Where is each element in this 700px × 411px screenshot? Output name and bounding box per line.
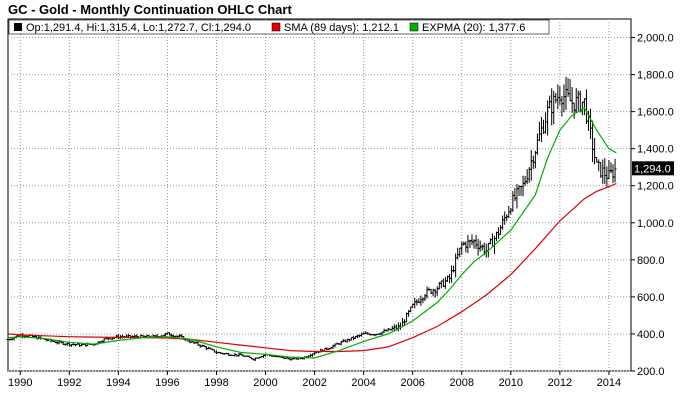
y-tick-label: 2,000.0 [637,33,674,45]
indicator-lines [7,107,617,359]
x-tick-label: 2008 [450,377,474,389]
y-tick-label: 1,200.0 [637,181,674,193]
last-price-tag: 1,294.0 [632,161,674,176]
y-tick-label: 1,600.0 [637,107,674,119]
y-axis: 200.0 400.0 600.0 800.0 1,000.0 1,200.0 1,400.… [631,33,674,378]
expma-line [7,107,617,359]
y-tick-label: 800.0 [637,255,665,267]
x-tick-label: 2000 [253,377,277,389]
x-tick-label: 2012 [548,377,572,389]
x-tick-label: 1990 [8,377,32,389]
y-tick-label: 1,800.0 [637,70,674,82]
grid-lines [8,19,631,372]
x-tick-label: 2002 [302,377,326,389]
y-tick-label: 200.0 [637,366,665,378]
legend-swatch-expma [409,22,419,32]
y-tick-label: 400.0 [637,329,665,341]
x-axis: 1990 1992 1994 1996 1998 2000 2002 2004 2006 2008… [8,371,621,389]
plot-area [7,18,632,372]
x-tick-label: 1998 [204,377,228,389]
x-tick-label: 2010 [499,377,523,389]
legend-sma-label: SMA (89 days): 1,212.1 [284,22,399,34]
legend-swatch-sma [271,22,281,32]
x-tick-label: 2004 [351,377,375,389]
y-tick-label: 1,000.0 [637,218,674,230]
x-tick-label: 2014 [597,377,621,389]
x-tick-label: 1996 [155,377,179,389]
legend-expma-label: EXPMA (20): 1,377.6 [422,22,525,34]
y-tick-label: 1,400.0 [637,144,674,156]
x-tick-label: 2006 [400,377,424,389]
legend-swatch-ohlc [14,23,22,31]
chart-title: GC - Gold - Monthly Continuation OHLC Ch… [8,2,292,17]
legend-ohlc-label: Op:1,291.4, Hi:1,315.4, Lo:1,272.7, Cl:1… [26,22,251,34]
x-tick-label: 1994 [106,377,130,389]
last-price-label: 1,294.0 [634,163,671,175]
y-tick-label: 600.0 [637,292,665,304]
x-tick-label: 1992 [57,377,81,389]
sma-line [7,182,617,353]
